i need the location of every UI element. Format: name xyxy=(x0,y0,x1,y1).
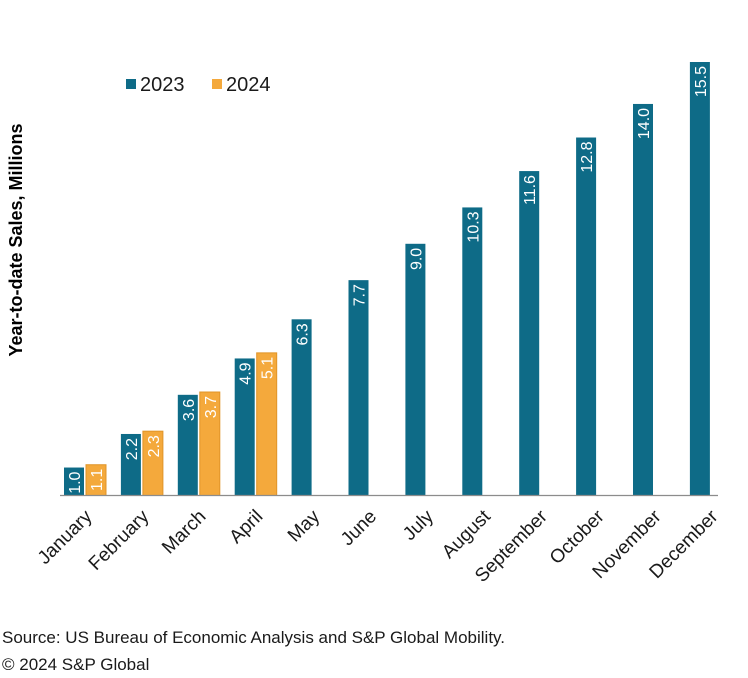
data-label-2023-august: 10.3 xyxy=(465,211,482,242)
legend-swatch-2024 xyxy=(212,79,222,89)
bar-2023-april xyxy=(234,358,255,496)
x-tick-label-june: June xyxy=(337,506,381,550)
x-tick-label-april: April xyxy=(226,506,268,548)
data-label-2023-february: 2.2 xyxy=(124,438,141,460)
data-label-2023-may: 6.3 xyxy=(295,323,312,345)
data-label-2023-march: 3.6 xyxy=(181,399,198,421)
legend-label-2024: 2024 xyxy=(226,74,271,96)
data-label-2023-september: 11.6 xyxy=(522,175,539,205)
bar-2023-february xyxy=(120,433,141,496)
data-label-2023-june: 7.7 xyxy=(352,284,369,306)
y-axis-title: Year-to-date Sales, Millions xyxy=(6,123,26,356)
x-tick-label-july: July xyxy=(399,506,438,545)
data-label-2024-february: 2.3 xyxy=(146,435,163,457)
data-label-2023-november: 14.0 xyxy=(636,108,653,139)
x-tick-label-february: February xyxy=(85,506,154,575)
x-tick-label-march: March xyxy=(158,506,210,558)
bar-2023-november xyxy=(633,103,653,496)
bar-2023-july xyxy=(405,243,426,496)
data-label-2023-december: 15.5 xyxy=(693,66,710,97)
legend-label-2023: 2023 xyxy=(140,74,185,96)
bar-2023-june xyxy=(348,280,369,496)
data-label-2023-july: 9.0 xyxy=(408,248,425,270)
bar-2023-august xyxy=(462,207,483,496)
ytd-sales-chart: Year-to-date Sales, Millions 1.0 1.1 Januar… xyxy=(6,62,723,587)
bar-2023-december xyxy=(689,62,710,496)
data-label-2024-january: 1.1 xyxy=(89,469,106,491)
bar-2023-may xyxy=(291,319,312,496)
x-tick-label-may: May xyxy=(284,506,325,547)
data-label-2023-october: 12.8 xyxy=(579,141,596,172)
bar-2023-march xyxy=(177,394,198,496)
x-tick-label-august: August xyxy=(438,506,495,563)
bar-2023-january xyxy=(64,467,84,496)
data-label-2023-january: 1.0 xyxy=(67,471,84,493)
data-label-2023-april: 4.9 xyxy=(238,362,255,384)
data-label-2024-march: 3.7 xyxy=(203,396,220,418)
legend-swatch-2023 xyxy=(126,79,136,89)
bar-2023-october xyxy=(576,137,597,496)
source-note: Source: US Bureau of Economic Analysis a… xyxy=(2,628,506,647)
data-label-2024-april: 5.1 xyxy=(260,357,277,379)
bar-2023-september xyxy=(519,171,540,496)
copyright-note: © 2024 S&P Global xyxy=(2,655,150,674)
